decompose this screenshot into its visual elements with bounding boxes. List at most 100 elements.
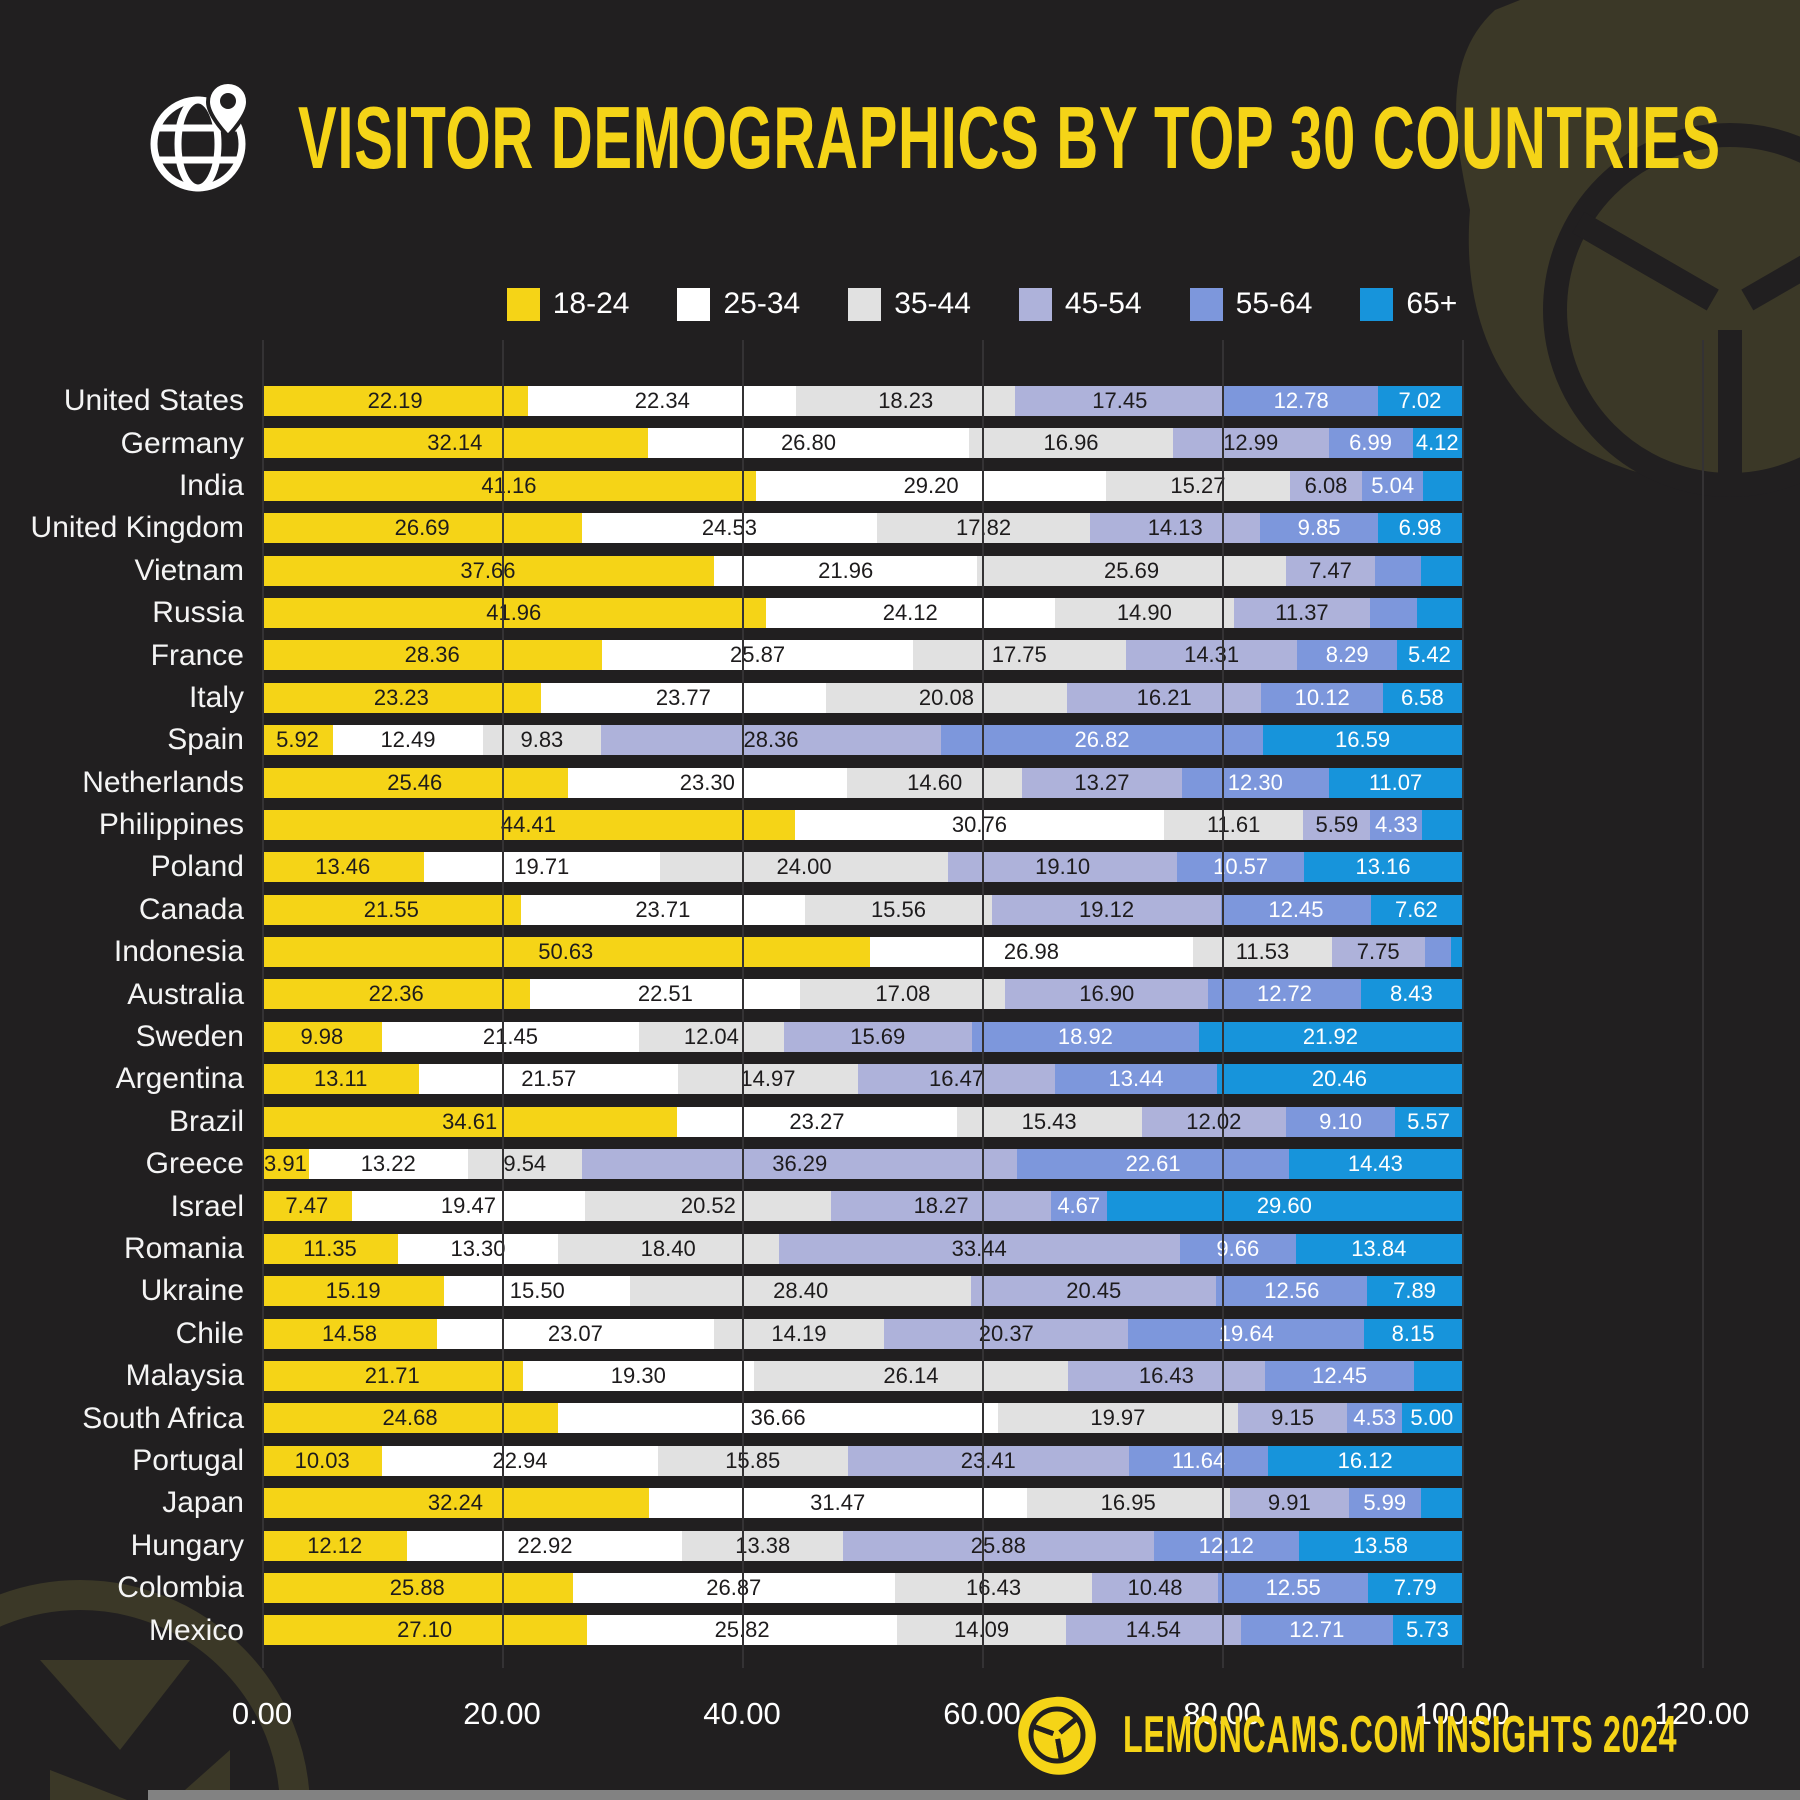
bar-segment-65+: 4.12 [1412,428,1462,459]
bar-segment-65+: 13.58 [1299,1530,1462,1561]
value-label: 5.92 [276,727,319,753]
bar-segment-45-54: 23.41 [847,1445,1129,1476]
country-label: India [178,468,244,502]
x-tick-label: 20.00 [463,1696,541,1731]
bar-segment-45-54: 19.12 [991,894,1222,925]
bar-segment-45-54: 16.43 [1067,1360,1265,1391]
value-label: 41.96 [486,599,542,625]
bar-segment-25-34: 26.80 [647,428,970,459]
value-label: 13.44 [1108,1066,1164,1092]
bar-segment-18-24: 23.23 [262,682,541,713]
x-tick-label: 80.00 [1183,1696,1261,1731]
bar-segment-45-54: 20.45 [971,1276,1217,1307]
value-label: 12.02 [1186,1108,1242,1134]
bar-segment-25-34: 23.07 [436,1318,714,1349]
value-label: 20.52 [680,1193,736,1219]
bar-segment-45-54: 11.37 [1233,597,1371,628]
value-label: 6.98 [1398,515,1442,541]
country-label: Argentina [115,1062,244,1096]
country-label: Japan [162,1486,244,1520]
bar-segment-55-64: 12.12 [1153,1530,1299,1561]
bar-segment-45-54: 14.54 [1066,1615,1241,1646]
chart-row: Hungary 12.12 22.92 13.38 25.88 12.12 13.58 [0,1525,1800,1567]
country-label: Netherlands [82,765,244,799]
bar-segment-65+: 5.73 [1393,1615,1462,1646]
bar-segment-65+: 13.16 [1304,852,1462,883]
country-label: Ukraine [140,1274,244,1308]
value-label: 18.92 [1057,1023,1113,1049]
value-label: 34.61 [442,1108,498,1134]
value-label: 25.46 [387,769,443,795]
value-label: 25.87 [730,642,786,668]
legend-label: 18-24 [552,287,630,320]
value-label: 10.03 [294,1447,350,1473]
bar-segment-18-24: 50.63 [262,937,870,968]
bar-segment-65+: 16.59 [1263,725,1463,756]
chart-row: Canada 21.55 23.71 15.56 19.12 12.45 7.62 [0,889,1800,931]
legend-item-18-24: 18-24 [506,287,630,321]
value-label: 44.41 [500,811,556,837]
bar-segment-25-34: 15.50 [444,1276,631,1307]
value-label: 14.13 [1147,515,1203,541]
value-label: 16.21 [1136,684,1192,710]
bar-segment-55-64: 4.67 [1050,1191,1107,1222]
bar-track: 27.10 25.82 14.09 14.54 12.71 5.73 [262,1615,1462,1646]
value-label: 11.61 [1206,811,1261,837]
value-label: 4.12 [1415,430,1459,456]
value-label: 6.99 [1349,430,1392,456]
bar-segment-55-64: 4.53 [1347,1403,1402,1434]
bar-track: 28.36 25.87 17.75 14.31 8.29 5.42 [262,640,1462,671]
bar-segment-45-54: 12.02 [1141,1106,1286,1137]
value-label: 28.40 [773,1278,829,1304]
bar-segment-25-34: 22.92 [407,1530,683,1561]
bar-track: 15.19 15.50 28.40 20.45 12.56 7.89 [262,1276,1462,1307]
value-label: 11.37 [1275,599,1329,625]
value-label: 14.54 [1125,1617,1181,1643]
value-label: 22.92 [517,1532,573,1558]
value-label: 12.30 [1227,769,1283,795]
bar-segment-35-44: 13.38 [682,1530,844,1561]
value-label: 10.12 [1294,684,1350,710]
value-label: 28.36 [743,727,799,753]
bar-segment-65+ [1451,937,1462,968]
bar-segment-18-24: 41.16 [262,470,756,501]
bar-segment-55-64: 10.57 [1177,852,1305,883]
value-label: 22.51 [637,981,693,1007]
bar-segment-45-54: 10.48 [1092,1572,1218,1603]
bar-track: 41.96 24.12 14.90 11.37 [262,597,1462,628]
value-label: 21.57 [521,1066,577,1092]
legend-swatch [677,287,711,321]
value-label: 8.15 [1391,1320,1435,1346]
value-label: 36.66 [750,1405,806,1431]
value-label: 16.96 [1043,430,1099,456]
bar-segment-65+ [1422,470,1462,501]
bar-segment-35-44: 15.56 [805,894,992,925]
bar-segment-25-34: 21.57 [419,1064,679,1095]
bar-track: 50.63 26.98 11.53 7.75 [262,937,1462,968]
bar-segment-25-34: 24.53 [582,513,877,544]
value-label: 14.19 [771,1320,827,1346]
value-label: 21.71 [364,1362,420,1388]
bar-segment-18-24: 21.55 [262,894,521,925]
bar-segment-65+ [1414,1360,1462,1391]
value-label: 11.07 [1368,769,1423,795]
bar-segment-65+: 21.92 [1198,1021,1462,1052]
bar-segment-55-64: 9.10 [1285,1106,1396,1137]
value-label: 19.10 [1035,854,1091,880]
value-label: 36.29 [772,1151,828,1177]
value-label: 32.24 [427,1490,483,1516]
chart-row: Spain 5.92 12.49 9.83 28.36 26.82 16.59 [0,719,1800,761]
value-label: 15.85 [725,1447,781,1473]
bar-segment-55-64: 12.71 [1240,1615,1394,1646]
bar-segment-35-44: 15.43 [956,1106,1142,1137]
bar-segment-25-34: 23.71 [520,894,806,925]
bar-segment-35-44: 20.08 [825,682,1067,713]
bar-segment-18-24: 13.11 [262,1064,420,1095]
chart-row: Romania 11.35 13.30 18.40 33.44 9.66 13.84 [0,1228,1800,1270]
bar-segment-55-64 [1370,597,1417,628]
bar-segment-35-44: 16.43 [894,1572,1093,1603]
value-label: 29.20 [903,472,959,498]
x-tick-label: 0.00 [231,1696,293,1731]
value-label: 15.43 [1021,1108,1077,1134]
country-label: Portugal [132,1443,244,1477]
